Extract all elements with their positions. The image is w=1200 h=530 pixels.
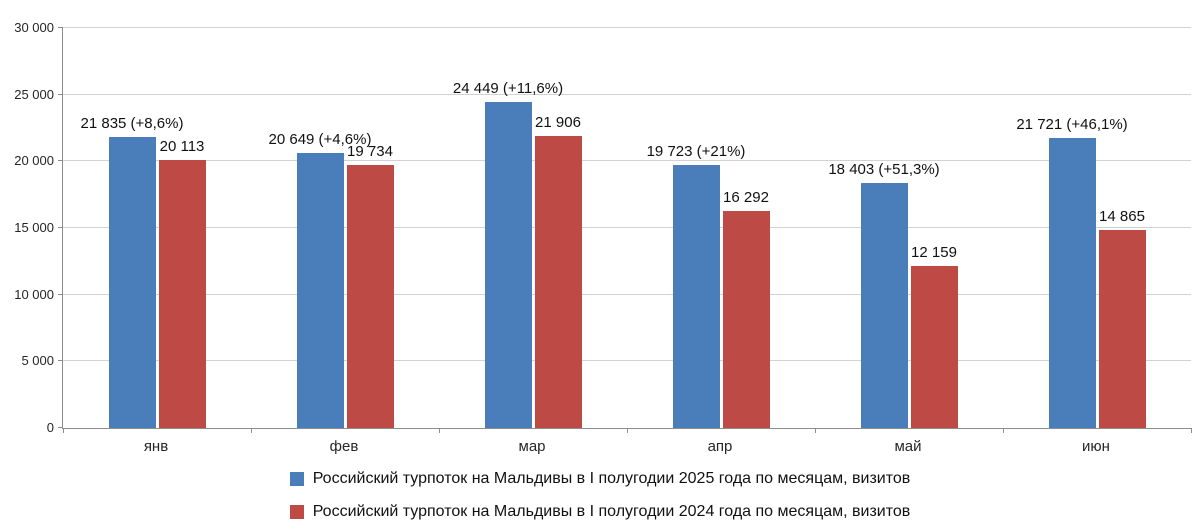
bar-value-label: 20 649 (+4,6%) (268, 130, 372, 148)
x-tick-mark (1191, 428, 1192, 433)
bar-column: 16 292 (722, 28, 770, 428)
legend-item: Российский турпоток на Мальдивы в I полу… (0, 495, 1200, 528)
x-tick-label: июн (1082, 438, 1110, 455)
x-tick-label: мар (518, 438, 546, 455)
bar-group: 19 723 (+21%) 16 292 (627, 28, 815, 428)
bar-column: 20 113 (158, 28, 206, 428)
bar-column: 21 721 (+46,1%) (1016, 28, 1128, 428)
bar-value-label: 18 403 (+51,3%) (828, 160, 940, 178)
plot-area: 21 835 (+8,6%) 20 113 20 649 (+4,6%) 19 734… (58, 27, 1192, 433)
bar-value-label: 14 865 (1099, 207, 1145, 225)
x-tick-mark (815, 428, 816, 433)
x-tick-mark (63, 428, 64, 433)
y-tick-mark (58, 227, 63, 228)
bar-column: 14 865 (1098, 28, 1146, 428)
y-axis: 0 5 000 10 000 15 000 20 000 25 000 30 000 (0, 20, 54, 435)
bar (1048, 138, 1096, 428)
bar-column: 21 906 (534, 28, 582, 428)
x-tick-mark (627, 428, 628, 433)
x-tick-label: фев (329, 438, 359, 455)
x-tick-mark (439, 428, 440, 433)
bar-column: 24 449 (+11,6%) (453, 28, 563, 428)
bar-value-label: 21 835 (+8,6%) (80, 114, 184, 132)
bar-value-label: 24 449 (+11,6%) (452, 80, 564, 98)
bar-value-label: 20 113 (159, 137, 205, 155)
bar (1098, 229, 1146, 428)
y-tick-label: 20 000 (14, 153, 54, 169)
bar-column: 20 649 (+4,6%) (269, 28, 372, 428)
gridline (63, 293, 1191, 295)
legend-item: Российский турпоток на Мальдивы в I полу… (0, 462, 1200, 495)
bar-column: 18 403 (+51,3%) (828, 28, 940, 428)
bar (484, 102, 532, 428)
bar (722, 210, 770, 428)
gridline (63, 27, 1191, 28)
bar-group: 18 403 (+51,3%) 12 159 (815, 28, 1003, 428)
bar-column: 12 159 (910, 28, 958, 428)
x-tick-mark (1003, 428, 1004, 433)
y-tick-label: 10 000 (14, 286, 54, 302)
bar-group: 21 835 (+8,6%) 20 113 (63, 28, 251, 428)
bar-value-label: 12 159 (911, 243, 957, 261)
bar (346, 164, 394, 428)
x-tick-label: май (894, 438, 922, 455)
y-tick-mark (58, 360, 63, 362)
gridline (63, 227, 1191, 228)
legend: Российский турпоток на Мальдивы в I полу… (0, 462, 1200, 528)
y-tick-label: 30 000 (14, 20, 54, 35)
legend-label: Российский турпоток на Мальдивы в I полу… (312, 502, 911, 520)
legend-swatch (289, 504, 304, 519)
y-tick-mark (58, 427, 63, 428)
x-tick-label: янв (143, 438, 169, 455)
bar-value-label: 21 721 (+46,1%) (1016, 116, 1128, 134)
y-tick-label: 25 000 (14, 86, 54, 102)
y-tick-mark (58, 93, 63, 95)
y-tick-mark (58, 293, 63, 295)
bar (860, 182, 908, 428)
bar-group: 21 721 (+46,1%) 14 865 (1003, 28, 1191, 428)
x-tick-label: апр (707, 438, 733, 455)
x-tick-mark (251, 428, 252, 433)
bar-column: 21 835 (+8,6%) (81, 28, 184, 428)
legend-label: Российский турпоток на Мальдивы в I полу… (312, 469, 911, 487)
bar (158, 159, 206, 428)
bar-group: 24 449 (+11,6%) 21 906 (439, 28, 627, 428)
y-tick-label: 5 000 (21, 353, 54, 369)
legend-swatch (289, 471, 304, 486)
gridline (63, 360, 1191, 362)
y-tick-mark (58, 160, 63, 162)
bar-value-label: 19 723 (+21%) (646, 143, 746, 161)
bars-area: 21 835 (+8,6%) 20 113 20 649 (+4,6%) 19 734… (63, 28, 1191, 428)
y-tick-label: 0 (46, 420, 54, 435)
bar-value-label: 16 292 (723, 188, 769, 206)
bar-value-label: 19 734 (347, 142, 393, 160)
bar (108, 136, 156, 428)
gridline (63, 93, 1191, 95)
bar (296, 152, 344, 428)
bar-value-label: 21 906 (535, 113, 581, 131)
bar-column: 19 723 (+21%) (647, 28, 745, 428)
bar (672, 165, 720, 428)
bar-group: 20 649 (+4,6%) 19 734 (251, 28, 439, 428)
y-tick-label: 15 000 (14, 220, 54, 235)
bar (910, 265, 958, 428)
x-axis-labels: янв фев мар апр май июн (62, 438, 1190, 455)
bar (534, 135, 582, 428)
bar-column: 19 734 (346, 28, 394, 428)
y-tick-mark (58, 27, 63, 28)
gridline (63, 160, 1191, 162)
